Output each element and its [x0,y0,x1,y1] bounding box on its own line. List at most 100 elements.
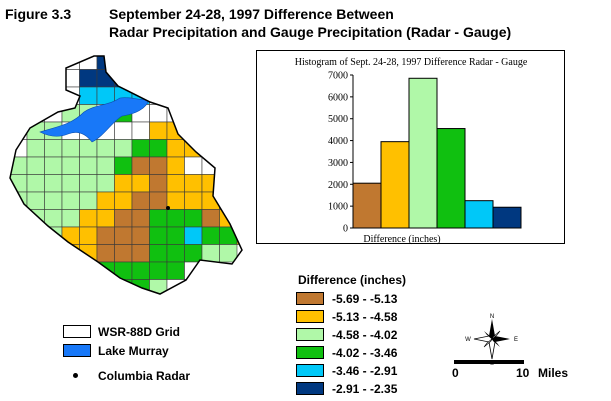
grid-cell [219,156,238,175]
y-tick-label: 5000 [328,114,348,125]
legend-item: -3.46 - -2.91 [296,364,446,378]
grid-cell [201,209,220,228]
histogram-bar [492,206,522,229]
grid-cell [96,174,115,193]
grid-cell [26,244,45,263]
histogram-chart: Histogram of Sept. 24-28, 1997 Differenc… [295,57,528,245]
legend-label: -3.46 - -2.91 [332,364,398,378]
grid-cell [96,139,115,158]
grid-cell [149,191,168,210]
histogram-panel: Histogram of Sept. 24-28, 1997 Differenc… [256,50,565,245]
legend-label: -2.91 - -2.35 [332,382,398,396]
grid-cell [79,69,98,88]
grid-cell [96,209,115,228]
grid-cell [131,226,150,245]
grid-cell [0,245,10,263]
grid-cell [0,210,10,228]
legend-swatch [296,382,324,395]
legend-swatch [296,346,324,359]
histogram-bar [464,200,494,229]
grid-cell [61,156,80,175]
radar-label: Columbia Radar [98,369,191,383]
grid-cell [166,86,185,105]
grid-cell [166,69,185,88]
columbia-radar-dot [166,206,170,210]
grid-cell [96,191,115,210]
grid-cell [131,261,150,280]
grid-cell [149,86,168,105]
grid-cell [96,261,115,280]
grid-cell [114,139,133,158]
y-tick-label: 7000 [328,71,348,82]
grid-cell [0,280,10,298]
grid-cell [166,156,185,175]
legend-title: Difference (inches) [298,273,407,287]
legend-label: -5.69 - -5.13 [332,292,398,306]
legend-label: -4.58 - -4.02 [332,328,398,342]
grid-cell [61,191,80,210]
grid-cell [0,157,10,175]
grid-cell [201,139,220,158]
grid-cell [201,279,220,294]
grid-cell [79,209,98,228]
grid-cell [79,191,98,210]
grid-cell [114,121,133,140]
grid-cell [149,244,168,263]
compass-w: W [465,337,471,343]
legend-label: -4.02 - -3.46 [332,346,398,360]
grid-cell [61,261,80,280]
legend-item: -4.02 - -3.46 [296,346,446,360]
grid-swatch [63,325,91,338]
grid-cell [26,156,45,175]
grid-cell [10,56,28,70]
grid-cell [26,56,45,70]
grid-cell [149,174,168,193]
grid-cell [0,140,10,158]
grid-cell [44,86,63,105]
grid-cell [10,139,28,158]
grid-cell [184,86,203,105]
grid-cell [10,226,28,245]
grid-cell [201,174,220,193]
grid-cell [0,105,10,123]
grid-cell [44,156,63,175]
grid-cell [131,174,150,193]
grid-cell [114,174,133,193]
grid-cell [44,261,63,280]
grid-cell [201,244,220,263]
histogram-bar [436,128,466,229]
grid-cell [114,226,133,245]
scale-bar [454,360,524,364]
grid-cell [201,69,220,88]
grid-label: WSR-88D Grid [98,325,181,339]
grid-cell [166,139,185,158]
grid-cell [114,261,133,280]
grid-cell [184,191,203,210]
grid-cell [44,139,63,158]
grid-cell [0,122,10,140]
grid-cell [149,226,168,245]
county-outline [9,55,243,295]
grid-cell [10,244,28,263]
grid-cell [131,121,150,140]
grid-cell [219,279,238,294]
grid-cell [44,279,63,294]
grid-cell [10,86,28,105]
grid-cell [149,56,168,70]
grid-cell [0,70,10,88]
lake-label: Lake Murray [98,344,169,358]
grid-cell [79,261,98,280]
grid-cell [79,226,98,245]
compass-n: N [490,314,494,320]
grid-cell [0,192,10,210]
grid-cell [114,244,133,263]
grid-cell [166,209,185,228]
grid-cell [44,244,63,263]
compass-rose-icon: N S E W [465,314,518,365]
legend-swatch [296,328,324,341]
figure-number: Figure 3.3 [5,6,72,22]
grid-cell [184,156,203,175]
grid-cell [114,156,133,175]
grid-cell [184,226,203,245]
grid-cell [201,121,220,140]
